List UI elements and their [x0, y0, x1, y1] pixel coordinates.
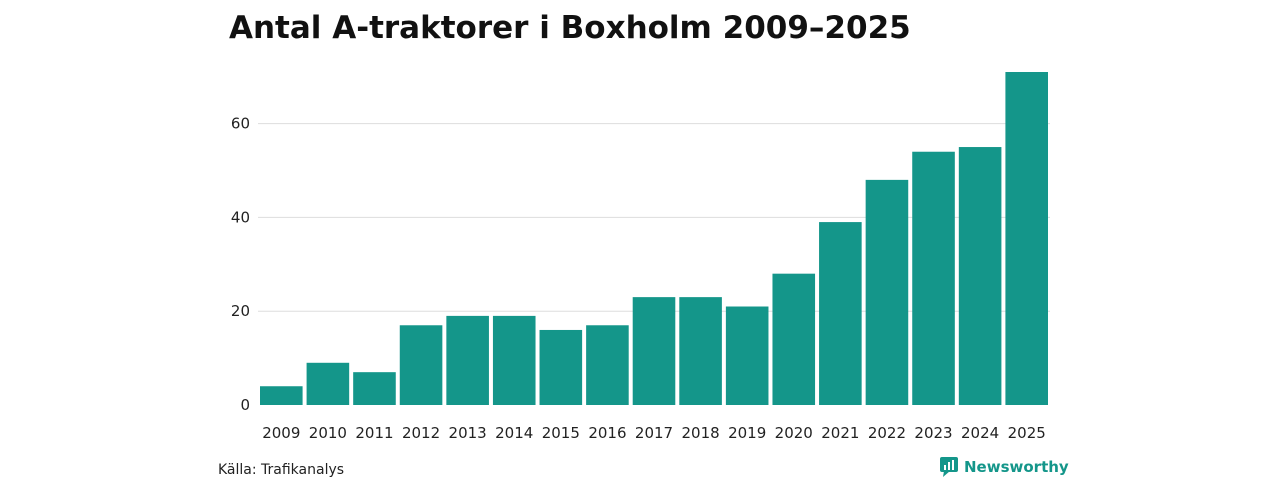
- bar-2014: [492, 315, 536, 405]
- bar-2015: [539, 329, 583, 405]
- x-tick-label: 2010: [309, 424, 347, 442]
- bar-2013: [446, 315, 489, 405]
- bar-2010: [306, 362, 350, 405]
- x-tick-label: 2011: [355, 424, 393, 442]
- x-tick-label: 2009: [262, 424, 300, 442]
- brand-logo: Newsworthy: [940, 457, 1069, 477]
- bar-2018: [679, 297, 722, 405]
- bar-2020: [772, 273, 816, 405]
- x-tick-label: 2025: [1008, 424, 1046, 442]
- bar-2009: [260, 386, 303, 405]
- bar-2024: [958, 147, 1002, 406]
- x-tick-label: 2024: [961, 424, 999, 442]
- bar-chart-bubble-icon: [940, 457, 958, 477]
- x-tick-label: 2017: [635, 424, 673, 442]
- x-tick-label: 2018: [681, 424, 719, 442]
- x-tick-label: 2021: [821, 424, 859, 442]
- bar-2021: [819, 222, 862, 405]
- x-tick-label: 2015: [542, 424, 580, 442]
- bar-2011: [353, 372, 396, 405]
- bars: [260, 72, 1048, 406]
- x-tick-label: 2022: [868, 424, 906, 442]
- bar-2012: [399, 325, 443, 405]
- x-tick-label: 2020: [775, 424, 813, 442]
- y-tick-label: 40: [231, 208, 250, 226]
- x-tick-label: 2023: [914, 424, 952, 442]
- x-tick-label: 2012: [402, 424, 440, 442]
- bar-2017: [632, 297, 676, 405]
- chart-title: Antal A-traktorer i Boxholm 2009–2025: [229, 10, 911, 46]
- source-label: Källa: Trafikanalys: [218, 462, 344, 478]
- x-axis-ticks: 2009 2010 2011 2012 2013 2014 2015 2016 2017 2018…: [262, 424, 1046, 442]
- x-tick-label: 2016: [588, 424, 626, 442]
- y-axis-ticks: 0 20 40 60: [231, 115, 250, 414]
- x-tick-label: 2013: [449, 424, 487, 442]
- y-tick-label: 0: [240, 396, 250, 414]
- bar-2022: [865, 179, 909, 405]
- x-tick-label: 2014: [495, 424, 533, 442]
- bar-2019: [725, 306, 769, 405]
- brand-name: Newsworthy: [964, 458, 1069, 476]
- y-tick-label: 20: [231, 302, 250, 320]
- bar-2016: [586, 325, 629, 405]
- bar-2025: [1005, 72, 1048, 405]
- bar-2023: [912, 151, 955, 405]
- x-tick-label: 2019: [728, 424, 766, 442]
- y-tick-label: 60: [231, 115, 250, 133]
